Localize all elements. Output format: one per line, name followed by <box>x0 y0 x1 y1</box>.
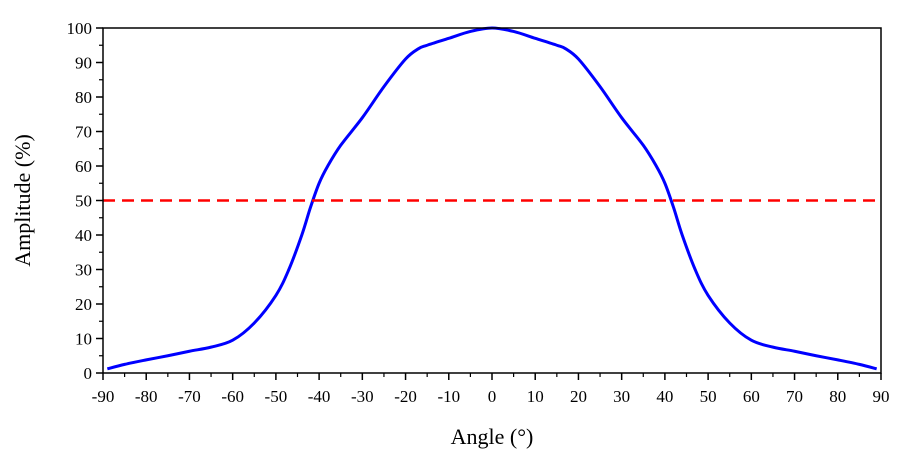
x-tick-label: -70 <box>178 387 201 406</box>
x-tick-label: 70 <box>786 387 803 406</box>
x-tick-label: 20 <box>570 387 587 406</box>
x-tick-label: -10 <box>437 387 460 406</box>
x-tick-label: -80 <box>135 387 158 406</box>
x-tick-label: -90 <box>92 387 115 406</box>
y-axis-title: Amplitude (%) <box>10 134 35 267</box>
x-tick-label: 40 <box>656 387 673 406</box>
x-tick-label: -40 <box>308 387 331 406</box>
y-tick-label: 20 <box>75 295 92 314</box>
y-tick-label: 10 <box>75 330 92 349</box>
x-tick-label: 80 <box>829 387 846 406</box>
y-tick-label: 80 <box>75 88 92 107</box>
y-tick-label: 50 <box>75 192 92 211</box>
ticks <box>96 27 882 380</box>
y-tick-label: 70 <box>75 123 92 142</box>
x-tick-label: 0 <box>488 387 497 406</box>
tick-labels: -90 -80 -70 -60 -50 -40 -30 -20 -10 0 10 20 30 40 50 60… <box>67 19 890 406</box>
amplitude-series-line <box>106 26 878 371</box>
x-tick-label: 90 <box>873 387 890 406</box>
y-tick-label: 0 <box>84 364 93 383</box>
x-tick-label: -20 <box>394 387 417 406</box>
y-tick-label: 60 <box>75 157 92 176</box>
y-tick-label: 100 <box>67 19 93 38</box>
x-tick-label: 10 <box>527 387 544 406</box>
y-tick-label: 40 <box>75 226 92 245</box>
x-tick-label: -60 <box>221 387 244 406</box>
x-tick-label: 50 <box>700 387 717 406</box>
plot-lines <box>103 26 881 371</box>
x-tick-label: 30 <box>613 387 630 406</box>
x-tick-label: 60 <box>743 387 760 406</box>
x-axis-title: Angle (°) <box>451 424 534 449</box>
y-tick-label: 90 <box>75 54 92 73</box>
x-tick-label: -30 <box>351 387 374 406</box>
x-tick-label: -50 <box>265 387 288 406</box>
y-tick-label: 30 <box>75 261 92 280</box>
